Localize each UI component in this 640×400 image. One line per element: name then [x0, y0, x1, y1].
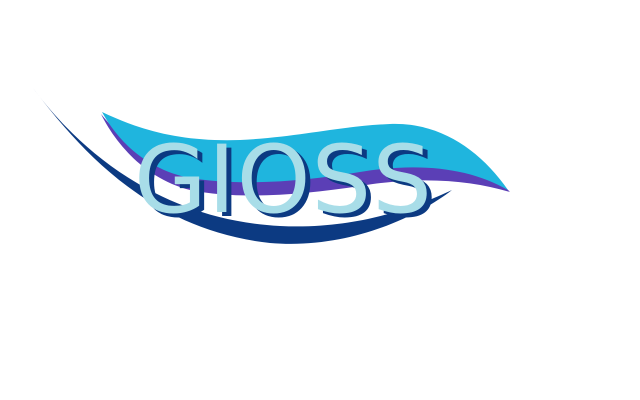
- light-wave-shape: [102, 112, 508, 190]
- wordmark-shadow: GIOSS: [139, 130, 438, 239]
- wordmark-text: GIOSS: [134, 126, 433, 235]
